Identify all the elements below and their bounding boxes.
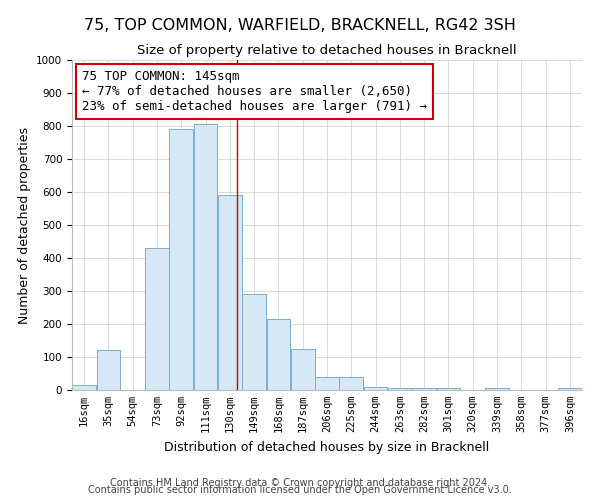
Bar (218, 196, 242, 390)
Bar (388, 388, 412, 390)
Text: 75, TOP COMMON, WARFIELD, BRACKNELL, RG42 3SH: 75, TOP COMMON, WARFIELD, BRACKNELL, RG4… (84, 18, 516, 32)
X-axis label: Distribution of detached houses by size in Bracknell: Distribution of detached houses by size … (164, 440, 490, 454)
Bar (194, 124, 217, 390)
Bar (485, 388, 509, 390)
Bar (291, 349, 314, 390)
Text: 75 TOP COMMON: 145sqm
← 77% of detached houses are smaller (2,650)
23% of semi-d: 75 TOP COMMON: 145sqm ← 77% of detached … (82, 70, 427, 113)
Title: Size of property relative to detached houses in Bracknell: Size of property relative to detached ho… (137, 44, 517, 58)
Bar (412, 388, 436, 390)
Bar (364, 386, 388, 390)
Bar (437, 388, 460, 390)
Bar (315, 377, 339, 390)
Bar (266, 319, 290, 390)
Bar (97, 350, 121, 390)
Bar (242, 294, 266, 390)
Bar (145, 248, 169, 390)
Bar (72, 385, 96, 390)
Bar (558, 388, 582, 390)
Bar (169, 130, 193, 390)
Y-axis label: Number of detached properties: Number of detached properties (17, 126, 31, 324)
Bar (340, 377, 363, 390)
Text: Contains public sector information licensed under the Open Government Licence v3: Contains public sector information licen… (88, 485, 512, 495)
Text: Contains HM Land Registry data © Crown copyright and database right 2024.: Contains HM Land Registry data © Crown c… (110, 478, 490, 488)
